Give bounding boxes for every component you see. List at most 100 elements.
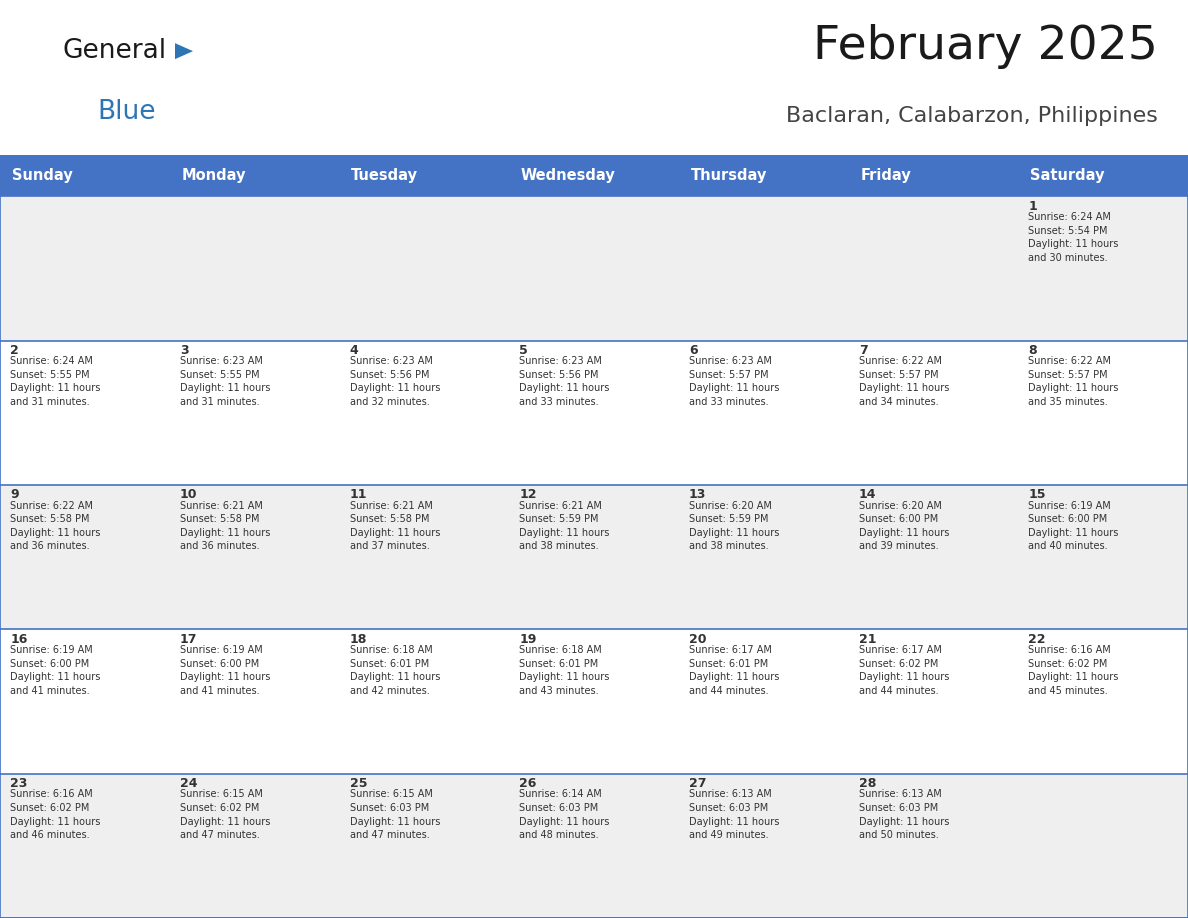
Text: 10: 10 (179, 488, 197, 501)
Text: Sunrise: 6:16 AM
Sunset: 6:02 PM
Daylight: 11 hours
and 45 minutes.: Sunrise: 6:16 AM Sunset: 6:02 PM Dayligh… (1029, 645, 1119, 696)
Bar (848, 341, 1018, 485)
Text: Sunday: Sunday (12, 168, 72, 183)
Bar (1018, 196, 1188, 341)
Text: Monday: Monday (182, 168, 246, 183)
Bar (1018, 630, 1188, 774)
Bar (678, 196, 848, 341)
Text: 16: 16 (11, 633, 27, 645)
Text: Baclaran, Calabarzon, Philippines: Baclaran, Calabarzon, Philippines (786, 106, 1158, 127)
Text: 26: 26 (519, 777, 537, 790)
Bar (1018, 774, 1188, 918)
Bar (0, 196, 170, 341)
Text: 4: 4 (349, 344, 359, 357)
Bar (0, 485, 170, 630)
Bar (340, 774, 510, 918)
Bar (0, 341, 170, 485)
Text: 25: 25 (349, 777, 367, 790)
Bar (510, 196, 678, 341)
Text: Wednesday: Wednesday (522, 168, 615, 183)
Text: Friday: Friday (860, 168, 911, 183)
Bar (0, 774, 170, 918)
Text: 21: 21 (859, 633, 877, 645)
Text: 28: 28 (859, 777, 876, 790)
Text: Sunrise: 6:22 AM
Sunset: 5:57 PM
Daylight: 11 hours
and 35 minutes.: Sunrise: 6:22 AM Sunset: 5:57 PM Dayligh… (1029, 356, 1119, 407)
Text: 11: 11 (349, 488, 367, 501)
Text: Sunrise: 6:21 AM
Sunset: 5:59 PM
Daylight: 11 hours
and 38 minutes.: Sunrise: 6:21 AM Sunset: 5:59 PM Dayligh… (519, 500, 609, 552)
Text: Sunrise: 6:20 AM
Sunset: 6:00 PM
Daylight: 11 hours
and 39 minutes.: Sunrise: 6:20 AM Sunset: 6:00 PM Dayligh… (859, 500, 949, 552)
Text: Sunrise: 6:19 AM
Sunset: 6:00 PM
Daylight: 11 hours
and 40 minutes.: Sunrise: 6:19 AM Sunset: 6:00 PM Dayligh… (1029, 500, 1119, 552)
Text: 12: 12 (519, 488, 537, 501)
Text: Sunrise: 6:22 AM
Sunset: 5:57 PM
Daylight: 11 hours
and 34 minutes.: Sunrise: 6:22 AM Sunset: 5:57 PM Dayligh… (859, 356, 949, 407)
Text: Sunrise: 6:13 AM
Sunset: 6:03 PM
Daylight: 11 hours
and 50 minutes.: Sunrise: 6:13 AM Sunset: 6:03 PM Dayligh… (859, 789, 949, 840)
Bar (678, 485, 848, 630)
Text: 2: 2 (11, 344, 19, 357)
Text: Sunrise: 6:23 AM
Sunset: 5:56 PM
Daylight: 11 hours
and 32 minutes.: Sunrise: 6:23 AM Sunset: 5:56 PM Dayligh… (349, 356, 440, 407)
Polygon shape (175, 43, 192, 59)
Text: Sunrise: 6:22 AM
Sunset: 5:58 PM
Daylight: 11 hours
and 36 minutes.: Sunrise: 6:22 AM Sunset: 5:58 PM Dayligh… (11, 500, 101, 552)
Text: 18: 18 (349, 633, 367, 645)
Bar (678, 630, 848, 774)
Text: 6: 6 (689, 344, 697, 357)
Text: Sunrise: 6:18 AM
Sunset: 6:01 PM
Daylight: 11 hours
and 42 minutes.: Sunrise: 6:18 AM Sunset: 6:01 PM Dayligh… (349, 645, 440, 696)
Text: Sunrise: 6:20 AM
Sunset: 5:59 PM
Daylight: 11 hours
and 38 minutes.: Sunrise: 6:20 AM Sunset: 5:59 PM Dayligh… (689, 500, 779, 552)
Bar (340, 341, 510, 485)
Bar (678, 155, 848, 196)
Text: Sunrise: 6:19 AM
Sunset: 6:00 PM
Daylight: 11 hours
and 41 minutes.: Sunrise: 6:19 AM Sunset: 6:00 PM Dayligh… (179, 645, 271, 696)
Bar (510, 341, 678, 485)
Text: 22: 22 (1029, 633, 1045, 645)
Text: 8: 8 (1029, 344, 1037, 357)
Bar (340, 155, 510, 196)
Bar (510, 485, 678, 630)
Text: Sunrise: 6:15 AM
Sunset: 6:03 PM
Daylight: 11 hours
and 47 minutes.: Sunrise: 6:15 AM Sunset: 6:03 PM Dayligh… (349, 789, 440, 840)
Text: Sunrise: 6:14 AM
Sunset: 6:03 PM
Daylight: 11 hours
and 48 minutes.: Sunrise: 6:14 AM Sunset: 6:03 PM Dayligh… (519, 789, 609, 840)
Bar (170, 774, 340, 918)
Bar (340, 485, 510, 630)
Bar (0, 630, 170, 774)
Text: 15: 15 (1029, 488, 1045, 501)
Bar (340, 630, 510, 774)
Text: 7: 7 (859, 344, 867, 357)
Text: General: General (62, 39, 166, 64)
Text: 27: 27 (689, 777, 707, 790)
Text: 1: 1 (1029, 199, 1037, 213)
Text: 5: 5 (519, 344, 529, 357)
Bar (848, 630, 1018, 774)
Bar (1018, 485, 1188, 630)
Text: 23: 23 (11, 777, 27, 790)
Text: Sunrise: 6:21 AM
Sunset: 5:58 PM
Daylight: 11 hours
and 37 minutes.: Sunrise: 6:21 AM Sunset: 5:58 PM Dayligh… (349, 500, 440, 552)
Text: Sunrise: 6:24 AM
Sunset: 5:54 PM
Daylight: 11 hours
and 30 minutes.: Sunrise: 6:24 AM Sunset: 5:54 PM Dayligh… (1029, 212, 1119, 263)
Bar (848, 196, 1018, 341)
Text: 20: 20 (689, 633, 707, 645)
Text: Sunrise: 6:17 AM
Sunset: 6:01 PM
Daylight: 11 hours
and 44 minutes.: Sunrise: 6:17 AM Sunset: 6:01 PM Dayligh… (689, 645, 779, 696)
Text: 13: 13 (689, 488, 707, 501)
Bar (170, 155, 340, 196)
Bar (1018, 155, 1188, 196)
Text: 9: 9 (11, 488, 19, 501)
Bar (510, 155, 678, 196)
Text: Sunrise: 6:24 AM
Sunset: 5:55 PM
Daylight: 11 hours
and 31 minutes.: Sunrise: 6:24 AM Sunset: 5:55 PM Dayligh… (11, 356, 101, 407)
Text: Sunrise: 6:19 AM
Sunset: 6:00 PM
Daylight: 11 hours
and 41 minutes.: Sunrise: 6:19 AM Sunset: 6:00 PM Dayligh… (11, 645, 101, 696)
Text: Thursday: Thursday (690, 168, 767, 183)
Text: Saturday: Saturday (1030, 168, 1105, 183)
Text: Sunrise: 6:21 AM
Sunset: 5:58 PM
Daylight: 11 hours
and 36 minutes.: Sunrise: 6:21 AM Sunset: 5:58 PM Dayligh… (179, 500, 271, 552)
Bar (678, 341, 848, 485)
Text: Sunrise: 6:23 AM
Sunset: 5:57 PM
Daylight: 11 hours
and 33 minutes.: Sunrise: 6:23 AM Sunset: 5:57 PM Dayligh… (689, 356, 779, 407)
Text: Sunrise: 6:23 AM
Sunset: 5:56 PM
Daylight: 11 hours
and 33 minutes.: Sunrise: 6:23 AM Sunset: 5:56 PM Dayligh… (519, 356, 609, 407)
Bar (510, 774, 678, 918)
Text: February 2025: February 2025 (813, 24, 1158, 69)
Bar (170, 485, 340, 630)
Bar (848, 485, 1018, 630)
Bar (848, 774, 1018, 918)
Bar (0, 155, 170, 196)
Text: Tuesday: Tuesday (352, 168, 418, 183)
Bar (848, 155, 1018, 196)
Bar (510, 630, 678, 774)
Text: Blue: Blue (97, 98, 156, 125)
Text: 17: 17 (179, 633, 197, 645)
Text: Sunrise: 6:15 AM
Sunset: 6:02 PM
Daylight: 11 hours
and 47 minutes.: Sunrise: 6:15 AM Sunset: 6:02 PM Dayligh… (179, 789, 271, 840)
Text: Sunrise: 6:23 AM
Sunset: 5:55 PM
Daylight: 11 hours
and 31 minutes.: Sunrise: 6:23 AM Sunset: 5:55 PM Dayligh… (179, 356, 271, 407)
Bar (340, 196, 510, 341)
Text: 19: 19 (519, 633, 537, 645)
Text: 3: 3 (179, 344, 189, 357)
Bar (170, 630, 340, 774)
